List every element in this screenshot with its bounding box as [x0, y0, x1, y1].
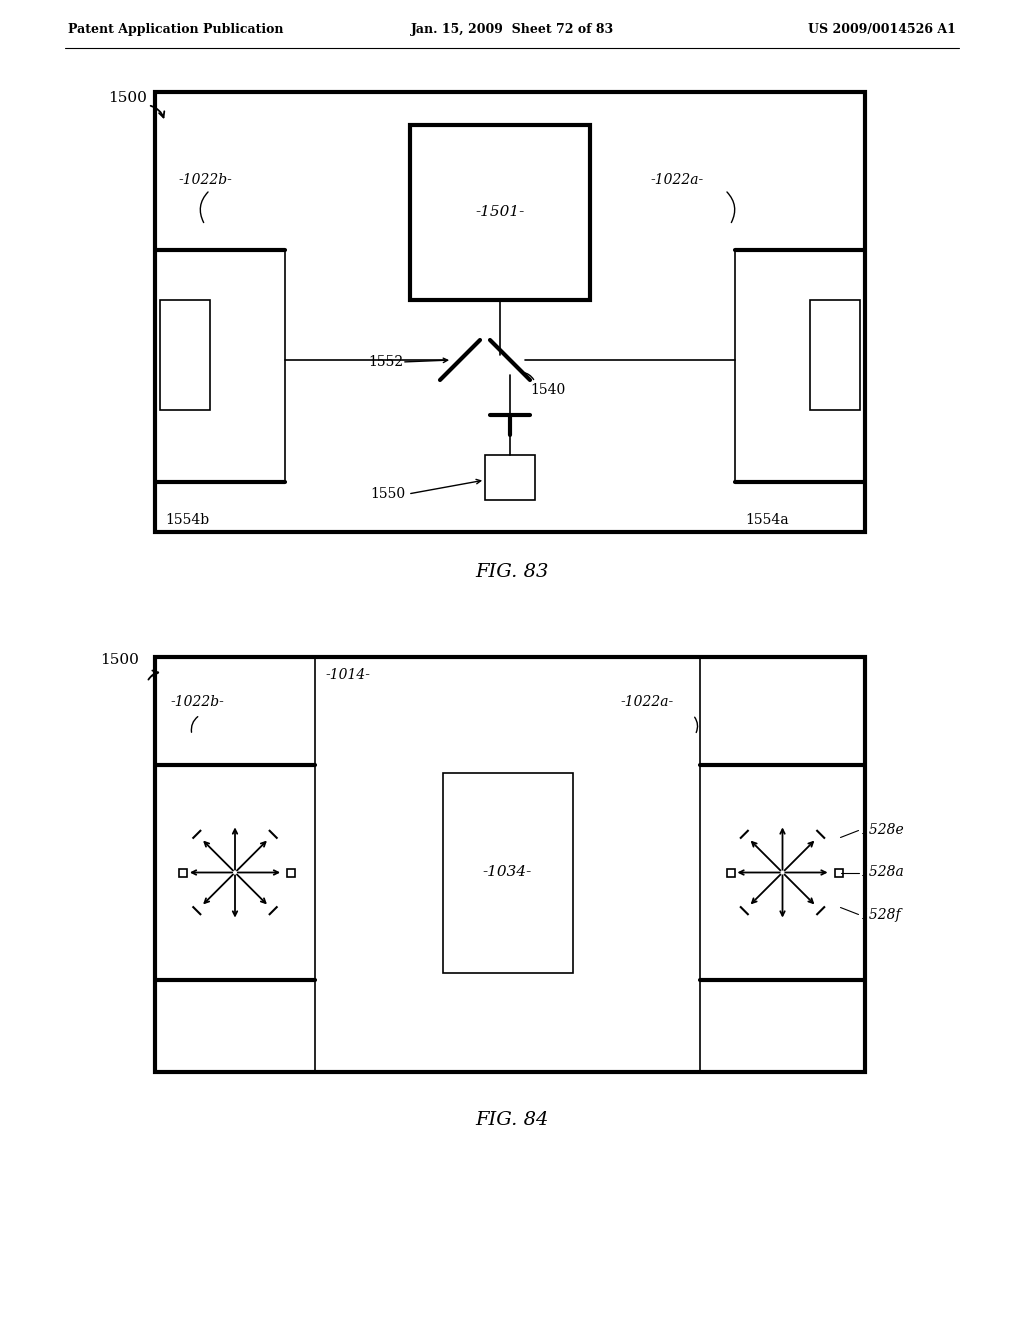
- Text: -1022b-: -1022b-: [170, 696, 224, 709]
- Bar: [155, 657, 865, 1072]
- Text: 1528a: 1528a: [860, 866, 904, 879]
- Text: -1022a-: -1022a-: [650, 173, 703, 187]
- Text: Jan. 15, 2009  Sheet 72 of 83: Jan. 15, 2009 Sheet 72 of 83: [411, 24, 613, 37]
- Text: -1022a-: -1022a-: [620, 696, 673, 709]
- Bar: [835, 869, 843, 876]
- Text: -1501-: -1501-: [475, 206, 524, 219]
- Text: Patent Application Publication: Patent Application Publication: [68, 24, 284, 37]
- Bar: [160, 300, 210, 411]
- Text: 1500: 1500: [108, 91, 146, 106]
- Bar: [726, 869, 734, 876]
- Bar: [810, 300, 860, 411]
- Text: 1552: 1552: [368, 355, 403, 370]
- Bar: [155, 92, 865, 532]
- Text: -1022b-: -1022b-: [178, 173, 231, 187]
- Bar: [287, 869, 295, 876]
- Bar: [410, 125, 590, 300]
- Bar: [179, 869, 187, 876]
- Text: 1554a: 1554a: [745, 513, 788, 527]
- Text: 1554b: 1554b: [165, 513, 209, 527]
- Text: 1540: 1540: [530, 383, 565, 397]
- Text: US 2009/0014526 A1: US 2009/0014526 A1: [808, 24, 956, 37]
- Text: 1550: 1550: [370, 487, 406, 502]
- Text: 1500: 1500: [100, 653, 139, 667]
- Text: FIG. 84: FIG. 84: [475, 1111, 549, 1129]
- Text: -1034-: -1034-: [483, 866, 532, 879]
- Text: 1528f: 1528f: [860, 908, 901, 921]
- Text: -1014-: -1014-: [325, 668, 370, 682]
- Text: FIG. 83: FIG. 83: [475, 564, 549, 581]
- Bar: [442, 772, 572, 973]
- Text: 1528e: 1528e: [860, 824, 904, 837]
- Bar: [485, 455, 535, 500]
